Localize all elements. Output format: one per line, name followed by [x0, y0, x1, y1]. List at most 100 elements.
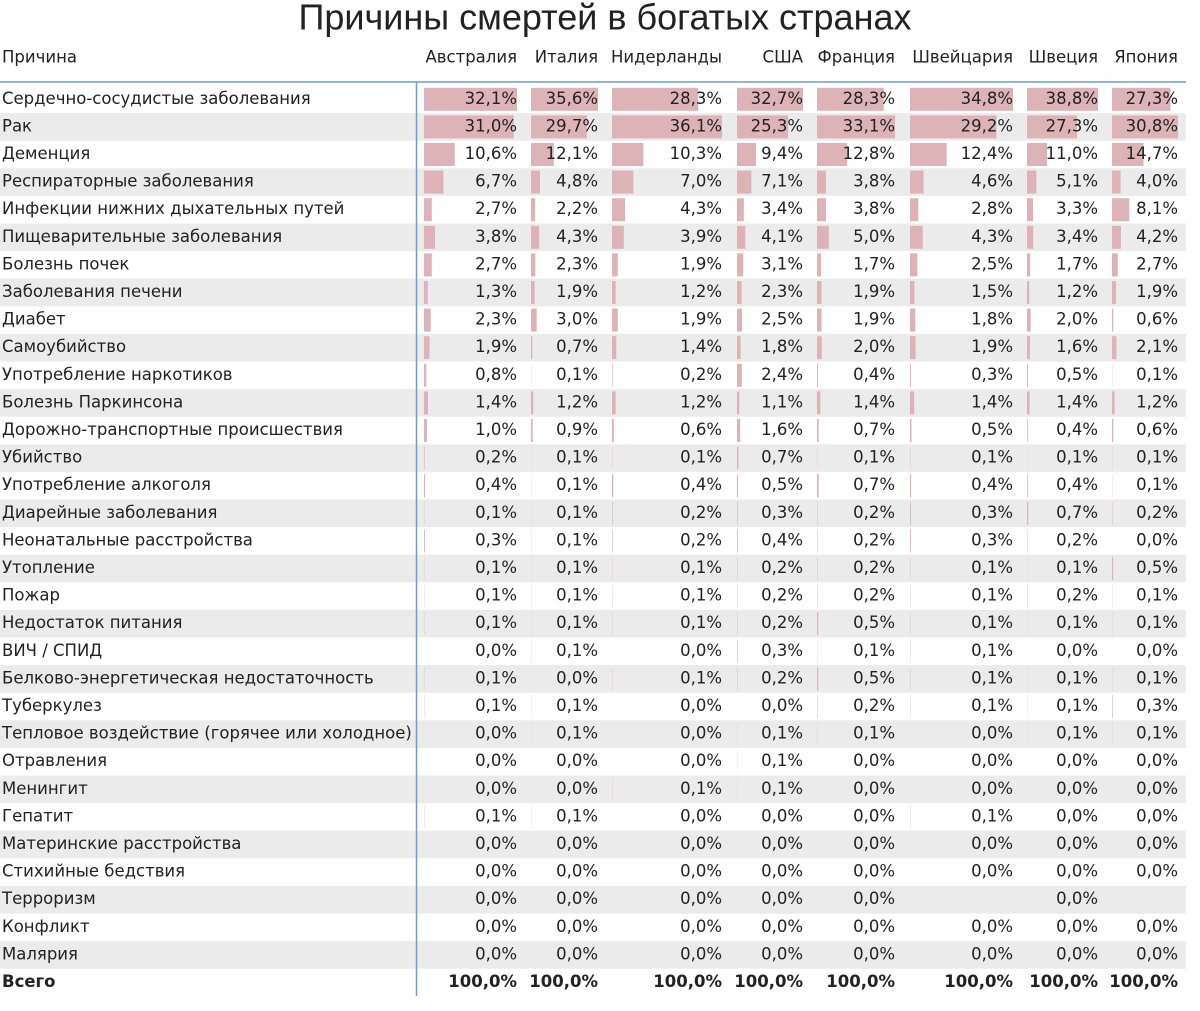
cell-value: 0,1% [1136, 724, 1178, 743]
cell-value: 3,8% [475, 227, 517, 246]
data-bar [424, 87, 517, 111]
cell-value: 0,1% [1136, 475, 1178, 494]
cell-value: 1,1% [761, 392, 803, 411]
cell-value: 36,1% [670, 116, 722, 135]
total-value: 100,0% [653, 972, 722, 991]
cell-value: 29,2% [961, 116, 1013, 135]
row-label: Конфликт [2, 917, 90, 936]
cell-value: 0,2% [853, 696, 895, 715]
column-header: Швеция [1029, 48, 1098, 67]
cell-value: 0,3% [1136, 696, 1178, 715]
cell-value: 0,0% [971, 944, 1013, 963]
data-bar [424, 474, 426, 498]
cell-value: 1,6% [1056, 337, 1098, 356]
cell-value: 8,1% [1136, 199, 1178, 218]
data-bar [424, 446, 425, 470]
cell-value: 2,2% [556, 199, 598, 218]
data-bar [612, 391, 616, 415]
column-header: Швейцария [912, 48, 1013, 67]
data-bar [817, 87, 884, 111]
cell-value: 1,4% [680, 337, 722, 356]
data-bar [612, 501, 613, 525]
data-bar [612, 143, 644, 166]
cell-value: 0,0% [1056, 944, 1098, 963]
data-bar [1112, 336, 1117, 360]
data-bar [531, 87, 598, 111]
row-label: Неонатальные расстройства [2, 530, 253, 549]
cell-value: 0,6% [1136, 420, 1178, 439]
cell-value: 0,1% [680, 558, 722, 577]
cell-value: 1,4% [475, 392, 517, 411]
data-bar [612, 225, 624, 249]
data-bar [612, 363, 613, 387]
cell-value: 0,0% [1136, 641, 1178, 660]
data-bar [531, 170, 541, 194]
cell-value: 0,0% [680, 724, 722, 743]
data-bar [910, 363, 911, 387]
row-label: Пожар [2, 586, 60, 605]
cell-value: 0,4% [853, 365, 895, 384]
row-label: Рак [2, 116, 32, 135]
cell-value: 0,1% [1056, 724, 1098, 743]
cell-value: 0,9% [556, 420, 598, 439]
cell-value: 2,3% [475, 310, 517, 329]
cell-value: 1,9% [680, 310, 722, 329]
data-bar [1112, 87, 1171, 111]
row-label: Убийство [2, 448, 82, 467]
data-bar [910, 225, 923, 249]
cell-value: 0,2% [853, 530, 895, 549]
data-bar [1027, 391, 1030, 415]
cell-value: 0,5% [1056, 365, 1098, 384]
cell-value: 0,0% [680, 944, 722, 963]
row-label: Употребление алкоголя [2, 475, 211, 494]
cell-value: 1,9% [475, 337, 517, 356]
data-bar [910, 281, 915, 304]
cell-value: 1,2% [680, 392, 722, 411]
total-value: 100,0% [448, 972, 517, 991]
data-bar [910, 308, 916, 332]
cell-value: 4,3% [556, 227, 598, 246]
data-bar [424, 198, 432, 222]
data-bar [424, 225, 436, 249]
data-bar [910, 143, 947, 166]
total-value: 100,0% [944, 972, 1013, 991]
data-bar [737, 170, 752, 194]
row-label: ВИЧ / СПИД [2, 641, 102, 660]
cell-value: 1,9% [680, 254, 722, 273]
cell-value: 10,3% [670, 144, 722, 163]
cell-value: 0,1% [475, 558, 517, 577]
cell-value: 5,1% [1056, 172, 1098, 191]
row-label: Материнские расстройства [2, 834, 241, 853]
row-band [0, 389, 1186, 417]
cell-value: 4,3% [680, 199, 722, 218]
row-label: Туберкулез [1, 696, 102, 715]
column-header: Нидерланды [611, 48, 722, 67]
data-bar [817, 391, 821, 415]
data-bar [737, 87, 803, 111]
data-bar [910, 529, 911, 553]
cell-value: 3,1% [761, 254, 803, 273]
cell-value: 0,1% [556, 586, 598, 605]
data-bar [910, 474, 912, 498]
row-band [0, 665, 1186, 693]
data-bar [1027, 115, 1077, 139]
data-bar [817, 474, 819, 498]
cell-value: 1,9% [853, 282, 895, 301]
cell-value: 0,1% [971, 641, 1013, 660]
cell-value: 0,0% [556, 751, 598, 770]
cell-value: 0,2% [1056, 586, 1098, 605]
cell-value: 9,4% [761, 144, 803, 163]
data-bar [737, 198, 744, 222]
data-bar [1112, 695, 1113, 718]
cell-value: 27,3% [1126, 89, 1178, 108]
data-bar [1027, 336, 1030, 360]
data-bar [737, 225, 746, 249]
cell-value: 12,8% [843, 144, 895, 163]
row-label: Сердечно-сосудистые заболевания [2, 89, 311, 108]
data-bar [1112, 115, 1178, 139]
cell-value: 0,2% [761, 558, 803, 577]
cell-value: 0,2% [853, 586, 895, 605]
cell-value: 7,1% [761, 172, 803, 191]
row-label: Белково-энергетическая недостаточность [2, 668, 374, 687]
